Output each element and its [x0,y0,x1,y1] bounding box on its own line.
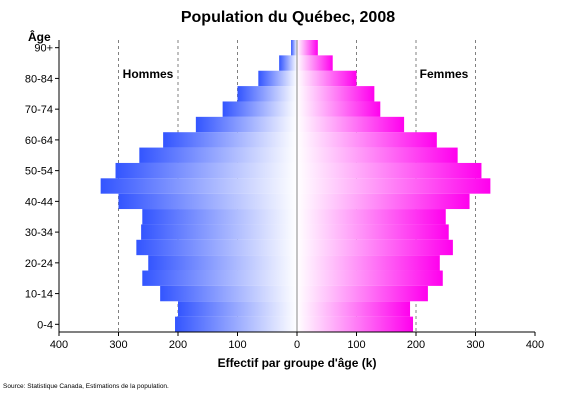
bar-femmes-40-44 [297,193,470,210]
bar-hommes-60-64 [163,132,297,148]
bar-hommes-55-59 [139,147,297,163]
bar-hommes-50-54 [115,162,298,179]
bar-hommes-40-44 [118,193,297,210]
y-tick-label: 40-44 [25,196,53,208]
bar-hommes-35-39 [142,209,297,225]
bar-femmes-35-39 [297,209,446,225]
y-tick-labels: 0-4 10-14 20-24 30-34 40-44 50-54 60-64 70-74 80… [25,43,53,332]
y-tick-label: 90+ [34,43,53,55]
bar-femmes-15-19 [297,270,443,286]
bar-femmes-45-49 [297,178,491,194]
bar-femmes-70-74 [297,101,381,117]
bar-hommes-5-9 [178,301,297,317]
bar-femmes-20-24 [297,255,440,271]
y-axis-label: Âge [28,29,51,44]
bar-femmes-80-84 [297,70,357,87]
y-tick-label: 70-74 [25,104,53,116]
bar-hommes-20-24 [148,255,297,271]
x-tick-label: 0 [294,339,300,351]
x-tick-label: 200 [407,339,425,351]
x-axis-label: Effectif par groupe d'âge (k) [218,356,377,370]
bar-femmes-85-89 [297,55,333,71]
bar-hommes-65-69 [195,116,297,133]
bar-hommes-70-74 [222,101,297,117]
y-tick-label: 50-54 [25,166,53,178]
axes [55,40,536,336]
bar-femmes-65-69 [297,116,405,133]
bar-hommes-30-34 [141,224,297,240]
bar-femmes-50-54 [297,162,482,179]
y-tick-label: 10-14 [25,289,53,301]
bar-hommes-10-14 [160,285,297,302]
bar-femmes-5-9 [297,301,411,317]
bar-femmes-55-59 [297,147,458,163]
y-tick-label: 20-24 [25,258,53,270]
bar-hommes-75-79 [237,86,297,102]
chart-title: Population du Québec, 2008 [181,9,395,26]
x-tick-label: 300 [466,339,484,351]
bars [100,40,491,332]
bar-femmes-10-14 [297,285,428,302]
legend-femmes: Femmes [420,67,469,81]
y-tick-label: 60-64 [25,135,53,147]
bar-femmes-30-34 [297,224,449,240]
x-tick-label: 400 [50,339,68,351]
y-tick-label: 80-84 [25,73,53,85]
bar-hommes-0-4 [175,316,297,332]
x-tick-label: 100 [228,339,246,351]
source-note: Source: Statistique Canada, Estimations … [3,383,169,390]
bar-hommes-15-19 [142,270,297,286]
legend-hommes: Hommes [123,67,174,81]
x-tick-label: 200 [169,339,187,351]
bar-femmes-0-4 [297,316,414,332]
bar-femmes-25-29 [297,239,453,256]
bar-hommes-45-49 [100,178,298,194]
y-tick-label: 0-4 [37,319,53,331]
x-tick-label: 400 [526,339,544,351]
y-tick-label: 30-34 [25,227,53,239]
bar-femmes-90+ [297,40,318,56]
bar-hommes-90+ [291,40,297,56]
bar-hommes-80-84 [258,70,297,87]
bar-femmes-75-79 [297,86,375,102]
bar-hommes-25-29 [136,239,297,256]
bar-femmes-60-64 [297,132,437,148]
x-tick-labels: 400 300 200 100 0 100 200 300 400 [50,339,544,351]
x-tick-label: 300 [109,339,127,351]
x-tick-label: 100 [347,339,365,351]
bar-hommes-85-89 [279,55,297,71]
